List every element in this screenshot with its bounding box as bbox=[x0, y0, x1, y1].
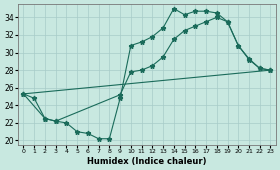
X-axis label: Humidex (Indice chaleur): Humidex (Indice chaleur) bbox=[87, 157, 207, 166]
